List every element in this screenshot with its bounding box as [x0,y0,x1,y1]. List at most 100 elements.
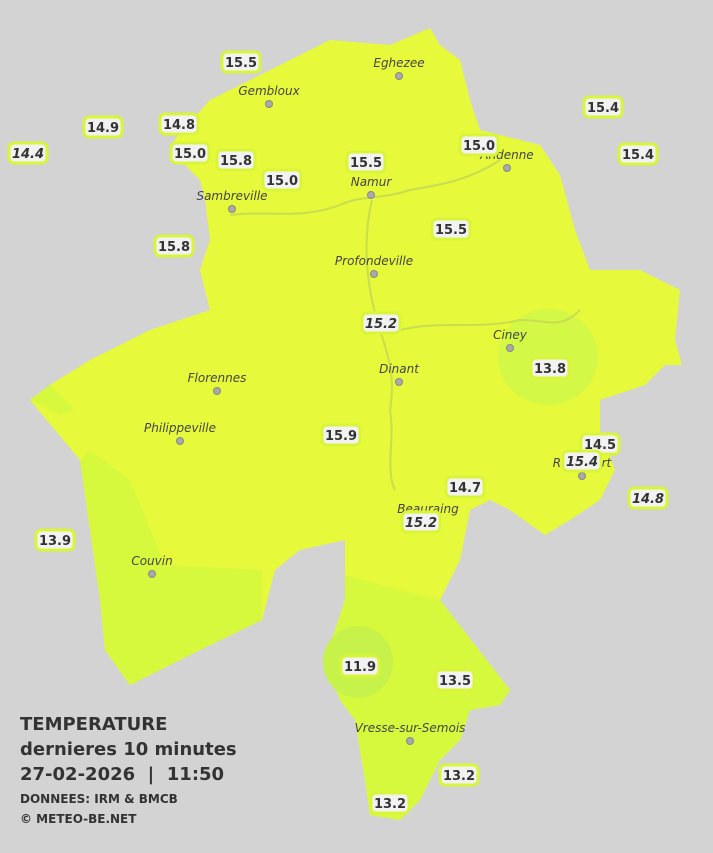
station-value: 13.2 [443,769,475,784]
station: 15.0 [169,141,211,165]
station-value: 14.8 [163,118,195,133]
station: 14.4 [7,141,49,165]
station-box [561,449,603,473]
station: 13.5 [434,668,476,692]
station: 14.5 [579,432,621,456]
station-box [434,668,476,692]
station-box [34,528,76,552]
station-value: 14.4 [12,147,44,162]
station: 15.8 [153,234,195,258]
station: 14.8 [627,486,669,510]
station-value: 15.0 [463,139,495,154]
city-label: Vresse-sur-Semois [355,721,466,735]
city-label: Namur [351,175,393,189]
station-box [7,141,49,165]
station: 15.9 [320,423,362,447]
station-box [220,50,262,74]
station: 15.5 [345,150,387,174]
city-label: Eghezee [373,56,424,70]
station-box [345,150,387,174]
station-value: 15.5 [225,56,257,71]
station: 15.2 [360,311,402,335]
station-box [617,142,659,166]
station-box [444,475,486,499]
city-dot [395,378,403,386]
station-value: 14.5 [584,438,616,453]
station: 15.5 [430,217,472,241]
station-value: 15.2 [405,516,437,531]
zone-cooler [80,450,262,685]
station: 13.2 [369,791,411,815]
city-label: Philippeville [144,421,216,435]
city-label: Dinant [379,362,420,376]
city-dot [395,72,403,80]
station: 13.2 [438,763,480,787]
station-value: 14.9 [87,121,119,136]
station: 13.9 [34,528,76,552]
station-box [320,423,362,447]
city-dot [370,270,378,278]
city-dot [506,344,514,352]
station-box [215,148,257,172]
station: 15.8 [215,148,257,172]
station-value: 15.8 [220,154,252,169]
city-dot [176,437,184,445]
station-box [438,763,480,787]
city-dot [367,191,375,199]
station: 14.8 [158,112,200,136]
station-box [458,133,500,157]
legend-copyright: © METEO-BE.NET [20,812,137,826]
river [229,159,581,491]
city-label: Couvin [131,554,172,568]
station-box [153,234,195,258]
station: 15.4 [561,449,603,473]
station-box [529,356,571,380]
city-dot [265,100,273,108]
station-box [369,791,411,815]
station-value: 14.7 [449,481,481,496]
city-dot [503,164,511,172]
station-box [400,510,442,534]
city-dot [406,737,414,745]
station-value: 15.4 [622,148,654,163]
zone-cooler [30,385,75,415]
city-label: Ciney [493,328,528,342]
station: 14.7 [444,475,486,499]
station-value: 15.8 [158,240,190,255]
city-dot [213,387,221,395]
station: 13.8 [529,356,571,380]
station-value: 15.0 [266,174,298,189]
station: 11.9 [339,654,381,678]
station-value: 13.2 [374,797,406,812]
legend-datetime: 27-02-2026 | 11:50 [20,764,224,785]
city-label: Profondeville [335,254,413,268]
city-label: Florennes [188,371,247,385]
station-value: 15.9 [325,429,357,444]
station-value: 15.2 [365,317,397,332]
legend: TEMPERATURE dernieres 10 minutes 27-02-2… [20,714,237,826]
station: 15.5 [220,50,262,74]
station-box [339,654,381,678]
station: 15.0 [458,133,500,157]
station-value: 15.5 [350,156,382,171]
station-value: 14.8 [632,492,664,507]
legend-title: TEMPERATURE [20,714,167,735]
city-label: Sambreville [196,189,267,203]
station-value: 15.5 [435,223,467,238]
station-box [582,95,624,119]
city-dot [228,205,236,213]
station-value: 13.8 [534,362,566,377]
city-dot [148,570,156,578]
station-box [169,141,211,165]
station: 15.4 [582,95,624,119]
station: 14.9 [82,115,124,139]
station-box [627,486,669,510]
station-value: 15.4 [566,455,598,470]
station-box [261,168,303,192]
station-value: 11.9 [344,660,376,675]
station: 15.2 [400,510,442,534]
station-value: 15.0 [174,147,206,162]
station-value: 15.4 [587,101,619,116]
station-box [158,112,200,136]
